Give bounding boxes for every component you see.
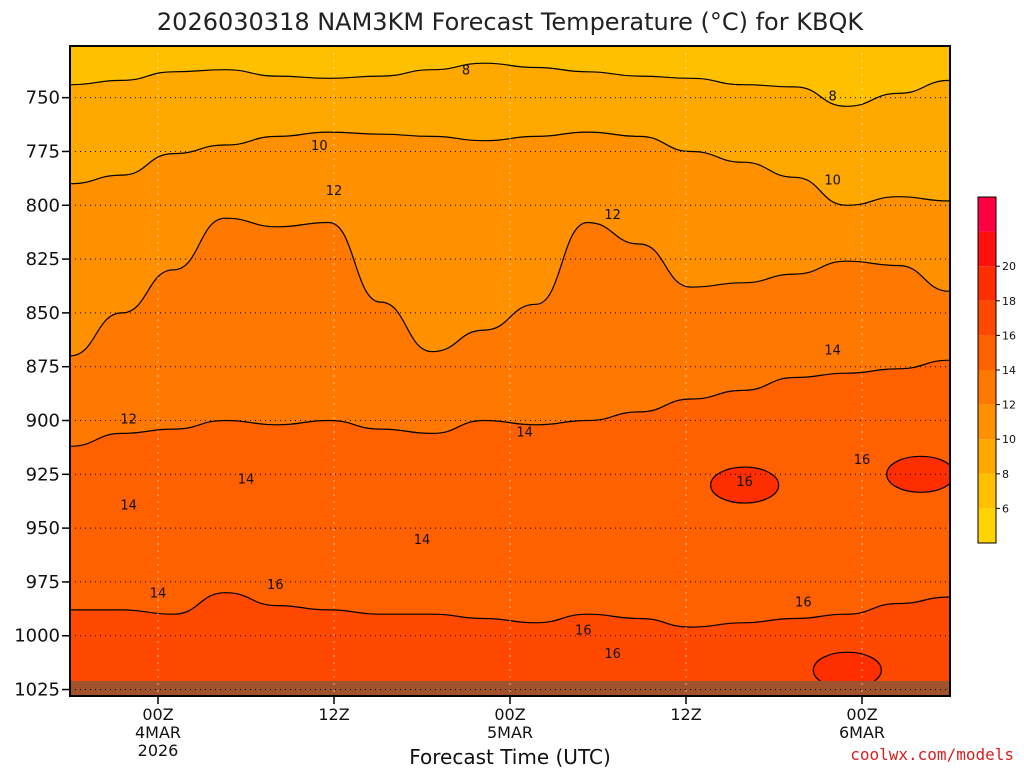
colorbar-swatch-10 [978, 404, 996, 440]
x-tick-label-48-0: 00Z [846, 705, 877, 724]
y-tick-label-1025: 1025 [14, 680, 60, 701]
contour-labels: 8 8 10 10 12 12 14 12 14 16 14 16 14 14 14 16 16 16 16 [120, 64, 870, 662]
warm-pocket-2 [886, 455, 950, 493]
contour-lines [70, 62, 950, 628]
grid-lines [70, 46, 950, 696]
credit-text: coolwx.com/models [850, 745, 1014, 764]
colorbar-label-10: 10 [1002, 433, 1016, 446]
contour-label-9: 16 [854, 453, 871, 468]
colorbar-label-16: 16 [1002, 329, 1016, 342]
colorbar-label-14: 14 [1002, 364, 1016, 377]
y-tick-label-850: 850 [26, 303, 60, 324]
contour-label-18: 16 [604, 647, 621, 662]
contour-label-0: 8 [462, 64, 470, 79]
contour-label-2: 10 [311, 139, 328, 154]
contour-label-1: 8 [829, 90, 837, 105]
colorbar-swatch-8 [978, 439, 996, 474]
y-tick-label-750: 750 [26, 88, 60, 109]
colorbar-swatch-6 [978, 473, 996, 509]
y-tick-label-950: 950 [26, 518, 60, 539]
contour-label-12: 14 [120, 498, 137, 513]
contour-label-11: 16 [736, 475, 753, 490]
contour-16 [70, 592, 950, 628]
colorbar-swatch-16 [978, 300, 996, 336]
colorbar-swatch-20 [978, 231, 996, 267]
contour-label-7: 12 [120, 412, 137, 427]
colorbar-label-12: 12 [1002, 399, 1016, 412]
colorbar-label-20: 20 [1002, 260, 1016, 273]
colorbar-swatch-22 [978, 197, 996, 232]
contour-label-17: 16 [575, 623, 592, 638]
chart-title: 2026030318 NAM3KM Forecast Temperature (… [157, 8, 864, 36]
contour-label-4: 12 [326, 184, 343, 199]
contour-12 [70, 217, 950, 357]
band-6-8 [70, 46, 950, 107]
x-tick-label-0-2: 2026 [138, 741, 179, 760]
x-tick-label-0-0: 00Z [142, 705, 173, 724]
colorbar-swatch-18 [978, 266, 996, 301]
contour-label-16: 16 [795, 595, 812, 610]
y-tick-label-975: 975 [26, 572, 60, 593]
y-tick-label-875: 875 [26, 357, 60, 378]
below-ground-fill [70, 680, 950, 696]
contour-label-6: 14 [824, 343, 841, 358]
x-axis-label: Forecast Time (UTC) [409, 745, 611, 768]
colorbar-label-18: 18 [1002, 295, 1016, 308]
y-tick-label-1000: 1000 [14, 626, 60, 647]
contour-8 [70, 62, 950, 107]
x-tick-label-48-1: 6MAR [839, 723, 885, 742]
colorbar-swatch-12 [978, 370, 996, 405]
contour-label-14: 14 [150, 587, 167, 602]
contour-label-5: 12 [604, 208, 621, 223]
contour-label-3: 10 [824, 173, 841, 188]
colorbar-swatch-14 [978, 335, 996, 370]
temperature-bands [70, 46, 950, 628]
y-tick-label-775: 775 [26, 141, 60, 162]
y-tick-label-900: 900 [26, 411, 60, 432]
contour-14 [70, 359, 950, 447]
colorbar-label-6: 6 [1002, 502, 1009, 515]
colorbar-swatch-4 [978, 508, 996, 543]
colorbar: 6 8 10 12 14 16 18 20 [977, 196, 1016, 544]
colorbar-label-8: 8 [1002, 468, 1009, 481]
x-tick-label-36-0: 12Z [670, 705, 701, 724]
contour-label-13: 14 [414, 533, 431, 548]
ground-band [70, 680, 950, 696]
y-tick-label-825: 825 [26, 249, 60, 270]
contour-label-10: 14 [238, 473, 255, 488]
y-tick-label-925: 925 [26, 464, 60, 485]
contour-label-15: 16 [267, 578, 284, 593]
contour-10 [70, 131, 950, 206]
x-tick-label-0-1: 4MAR [135, 723, 181, 742]
band-8-10 [70, 46, 950, 206]
y-axis: 750 775 800 825 850 875 900 925 950 975 1000 1025 [14, 88, 70, 701]
x-tick-label-24-0: 00Z [494, 705, 525, 724]
contour-label-8: 14 [516, 425, 533, 440]
warm-pocket-1 [710, 466, 780, 504]
y-tick-label-800: 800 [26, 195, 60, 216]
x-tick-label-12-0: 12Z [318, 705, 349, 724]
x-tick-label-24-1: 5MAR [487, 723, 533, 742]
warm-pockets [710, 455, 950, 689]
